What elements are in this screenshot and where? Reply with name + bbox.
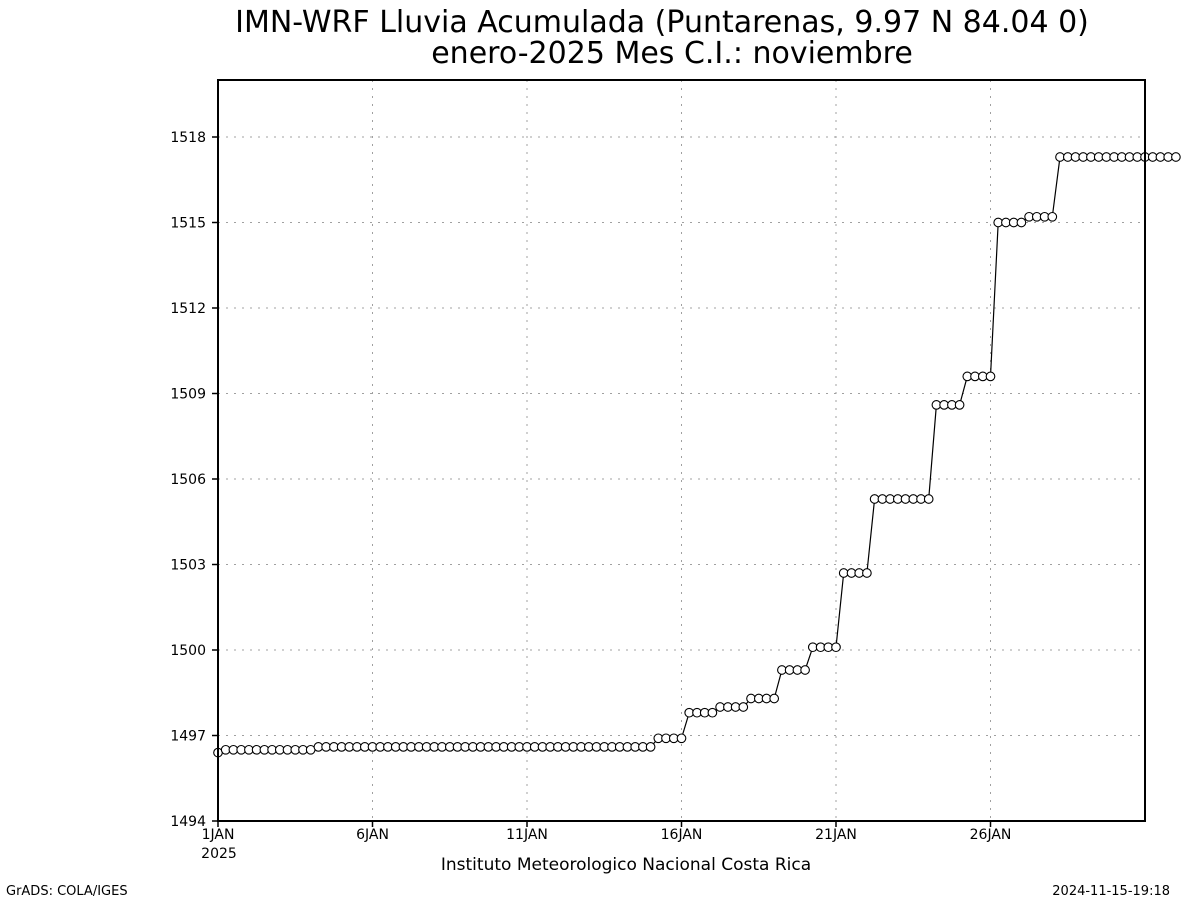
series-line: [217, 156, 1176, 754]
plot-frame: [217, 79, 1146, 822]
chart-subtitle: enero-2025 Mes C.I.: noviembre: [431, 36, 913, 71]
y-tick-label: 1494: [170, 814, 206, 830]
y-tick-label: 1518: [170, 130, 206, 146]
data-point: [738, 702, 749, 712]
x-tick-label: 21JAN: [815, 827, 857, 843]
data-point: [676, 733, 687, 744]
x-axis-sublabel: 2025: [201, 846, 237, 862]
x-tick-label: 16JAN: [661, 827, 703, 843]
data-point: [985, 371, 996, 382]
y-tick-label: 1515: [170, 216, 206, 232]
y-tick-label: 1512: [170, 301, 206, 317]
x-tick-label: 11JAN: [506, 827, 548, 843]
data-point: [645, 742, 656, 752]
data-point: [707, 707, 718, 718]
x-axis-ticks: 1JAN 6JAN 11JAN 16JAN 21JAN 26JAN: [202, 821, 1012, 843]
footer-timestamp: 2024-11-15-19:18: [1052, 884, 1170, 899]
data-point: [800, 665, 810, 675]
y-tick-label: 1503: [170, 558, 206, 574]
y-axis-ticks: 1494 1497 1500 1503 1506 1509 1512 1515 1518: [170, 130, 218, 830]
data-point: [1016, 217, 1027, 228]
x-tick-label: 26JAN: [970, 827, 1012, 843]
data-point: [923, 494, 934, 504]
y-tick-label: 1497: [170, 729, 206, 745]
data-point: [769, 693, 780, 704]
y-tick-label: 1500: [170, 643, 206, 659]
grid: [218, 80, 1145, 821]
data-point: [1171, 152, 1181, 162]
y-tick-label: 1506: [170, 472, 206, 488]
chart-title: IMN-WRF Lluvia Acumulada (Puntarenas, 9.…: [235, 5, 1089, 40]
data-point: [1047, 211, 1058, 222]
data-point: [954, 400, 965, 410]
series-markers: [213, 152, 1181, 758]
x-axis-label: Instituto Meteorologico Nacional Costa R…: [441, 855, 811, 875]
data-point: [831, 642, 841, 653]
x-tick-label: 1JAN: [202, 827, 235, 843]
y-tick-label: 1509: [170, 387, 206, 403]
data-point: [862, 568, 872, 578]
footer-credit: GrADS: COLA/IGES: [6, 884, 128, 899]
x-tick-label: 6JAN: [356, 827, 389, 843]
series-line-group: [217, 156, 1176, 754]
